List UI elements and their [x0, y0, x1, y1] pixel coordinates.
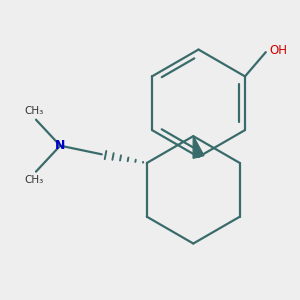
Text: OH: OH: [269, 44, 287, 57]
Text: CH₃: CH₃: [25, 175, 44, 185]
Text: N: N: [55, 139, 65, 152]
Polygon shape: [193, 136, 204, 158]
Text: CH₃: CH₃: [25, 106, 44, 116]
